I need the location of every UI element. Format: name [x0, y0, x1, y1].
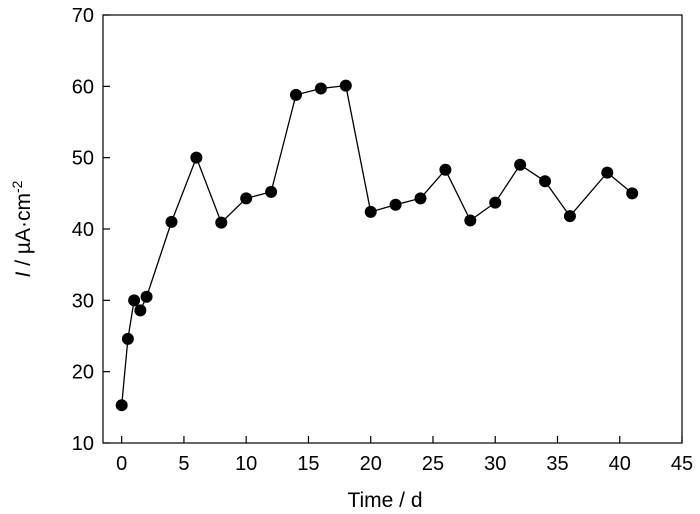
- x-axis-title: Time / d: [347, 489, 422, 512]
- y-tick-label: 70: [72, 5, 94, 27]
- x-tick-label: 0: [116, 453, 127, 475]
- series-line-group: [121, 84, 633, 406]
- data-point: [439, 163, 452, 176]
- data-point: [563, 210, 576, 223]
- data-point: [215, 216, 228, 229]
- data-point: [314, 82, 327, 95]
- x-axis-ticks: 0 5 10 15 20 25 30 35 40 45: [116, 436, 693, 475]
- data-point: [121, 332, 134, 345]
- plot-frame: [102, 14, 683, 444]
- x-tick-label: 5: [178, 453, 189, 475]
- x-tick-label: 25: [422, 453, 444, 475]
- data-point: [464, 214, 477, 227]
- y-tick-label: 40: [72, 219, 94, 241]
- data-point: [389, 198, 402, 211]
- data-point: [265, 185, 278, 198]
- x-tick-label: 30: [484, 453, 506, 475]
- y-axis-title: I / µA·cm-2: [9, 180, 35, 277]
- data-point: [414, 192, 427, 205]
- data-point: [165, 215, 178, 228]
- x-tick-label: 10: [235, 453, 257, 475]
- data-point: [514, 158, 527, 171]
- y-tick-label: 60: [72, 76, 94, 98]
- x-tick-label: 20: [360, 453, 382, 475]
- y-tick-label: 10: [72, 433, 94, 455]
- data-points: [115, 79, 639, 412]
- data-point: [115, 399, 128, 412]
- y-axis-title-exponent: -2: [9, 180, 25, 193]
- y-tick-label: 30: [72, 290, 94, 312]
- data-point: [539, 175, 552, 188]
- data-point: [601, 166, 614, 179]
- x-tick-label: 35: [546, 453, 568, 475]
- x-tick-label: 40: [609, 453, 631, 475]
- x-tick-label: 15: [297, 453, 319, 475]
- x-tick-label: 45: [671, 453, 693, 475]
- series-line: [121, 84, 633, 406]
- data-point: [240, 192, 253, 205]
- data-point: [489, 196, 502, 209]
- data-point: [190, 151, 203, 164]
- data-point: [134, 304, 147, 317]
- data-point: [339, 79, 352, 92]
- y-tick-label: 20: [72, 362, 94, 384]
- data-point: [364, 205, 377, 218]
- data-point: [290, 88, 302, 101]
- y-axis-title-symbol: I: [12, 271, 35, 277]
- data-point: [128, 294, 141, 307]
- y-axis-title-units: / µA·cm: [12, 193, 35, 272]
- data-point: [626, 187, 639, 200]
- y-axis-ticks: 10 20 30 40 50 60 70: [72, 5, 110, 455]
- data-point: [140, 290, 153, 303]
- y-tick-label: 50: [72, 148, 94, 170]
